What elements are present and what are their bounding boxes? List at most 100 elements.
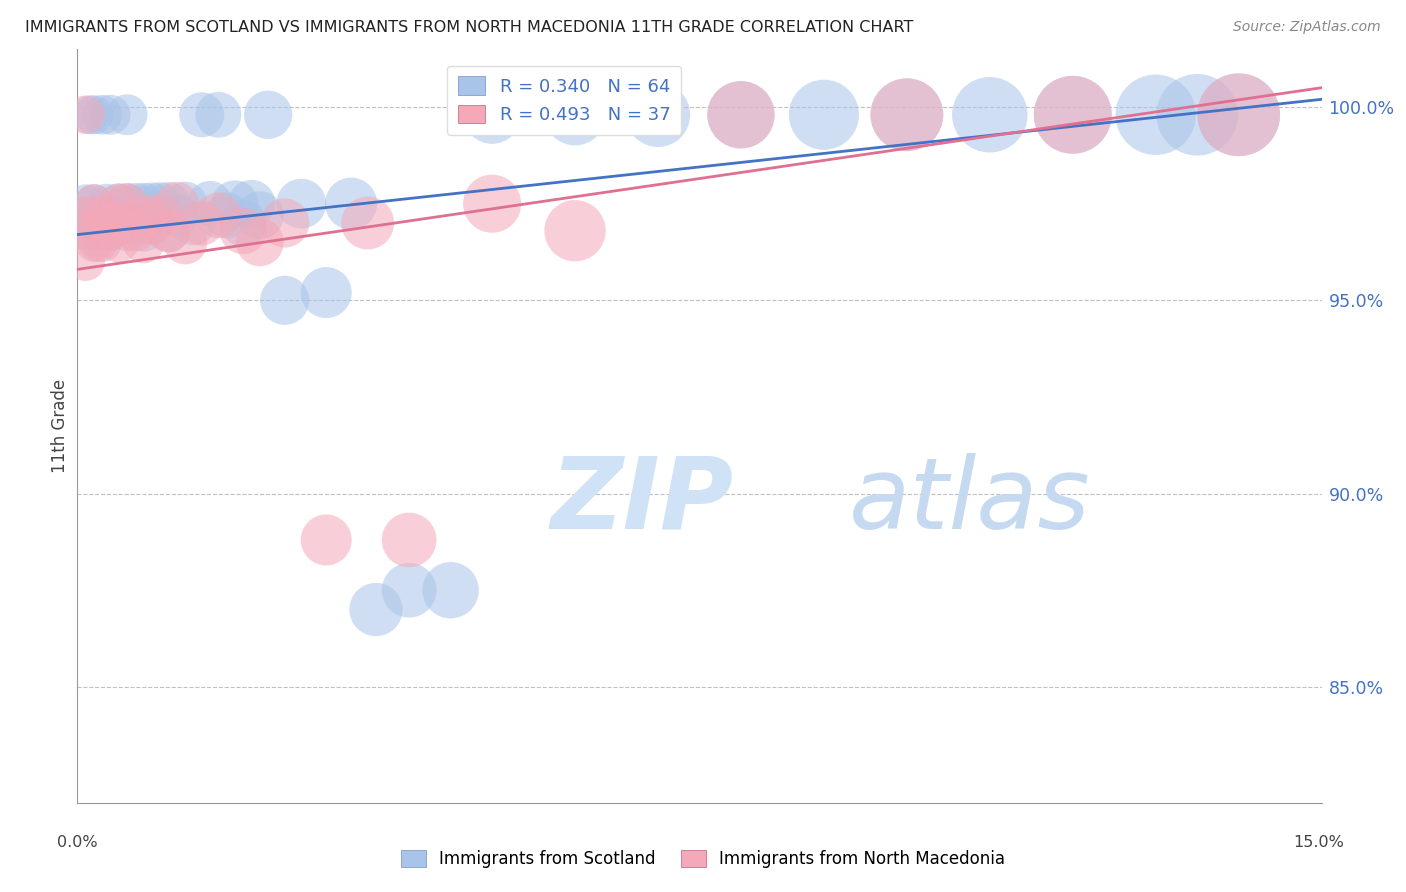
Point [108,196,131,211]
Point [108,216,131,230]
Point [124,224,146,238]
Point [79,224,101,238]
Point [191,216,214,230]
Text: IMMIGRANTS FROM SCOTLAND VS IMMIGRANTS FROM NORTH MACEDONIA 11TH GRADE CORRELATI: IMMIGRANTS FROM SCOTLAND VS IMMIGRANTS F… [25,20,914,35]
Point [207,208,229,222]
Point [149,196,172,211]
Point [440,583,463,598]
Point [79,108,101,122]
Point [157,224,180,238]
Text: 0.0%: 0.0% [58,836,97,850]
Point [141,196,163,211]
Point [1187,108,1209,122]
Point [100,224,122,238]
Point [240,196,263,211]
Point [398,583,420,598]
Point [364,602,387,616]
Point [132,224,155,238]
Point [149,208,172,222]
Point [207,108,229,122]
Point [1062,108,1084,122]
Point [87,235,110,250]
Point [83,196,105,211]
Point [96,196,118,211]
Point [91,208,114,222]
Point [96,216,118,230]
Point [100,216,122,230]
Point [149,208,172,222]
Point [75,216,97,230]
Text: atlas: atlas [849,453,1091,549]
Point [132,235,155,250]
Point [896,108,918,122]
Point [232,216,254,230]
Point [87,224,110,238]
Point [357,216,380,230]
Point [481,196,503,211]
Point [813,108,835,122]
Point [191,108,214,122]
Point [274,216,297,230]
Y-axis label: 11th Grade: 11th Grade [51,379,69,473]
Legend: Immigrants from Scotland, Immigrants from North Macedonia: Immigrants from Scotland, Immigrants fro… [394,843,1012,875]
Point [75,108,97,122]
Point [70,208,93,222]
Point [75,254,97,268]
Point [79,208,101,222]
Text: ZIP: ZIP [550,453,733,549]
Point [115,216,138,230]
Point [108,208,131,222]
Point [730,108,752,122]
Point [249,208,271,222]
Point [249,235,271,250]
Point [183,216,205,230]
Point [124,196,146,211]
Point [115,108,138,122]
Point [141,216,163,230]
Point [91,235,114,250]
Point [315,285,337,300]
Point [166,196,188,211]
Point [315,533,337,547]
Point [83,235,105,250]
Point [198,196,221,211]
Point [398,533,420,547]
Point [1062,108,1084,122]
Point [91,208,114,222]
Point [75,196,97,211]
Text: 15.0%: 15.0% [1294,836,1344,850]
Point [108,235,131,250]
Point [564,108,586,122]
Point [100,108,122,122]
Point [83,208,105,222]
Point [340,196,363,211]
Point [124,208,146,222]
Point [224,196,246,211]
Point [1227,108,1250,122]
Point [896,108,918,122]
Point [91,224,114,238]
Point [174,235,197,250]
Point [157,224,180,238]
Point [70,224,93,238]
Point [1144,108,1167,122]
Point [647,108,669,122]
Point [274,293,297,308]
Point [115,224,138,238]
Point [100,224,122,238]
Point [83,196,105,211]
Point [232,224,254,238]
Point [174,196,197,211]
Point [132,196,155,211]
Legend: R = 0.340   N = 64, R = 0.493   N = 37: R = 0.340 N = 64, R = 0.493 N = 37 [447,66,681,135]
Point [481,108,503,122]
Point [730,108,752,122]
Point [141,216,163,230]
Point [83,108,105,122]
Point [100,208,122,222]
Point [115,196,138,211]
Point [87,216,110,230]
Point [166,208,188,222]
Point [215,208,238,222]
Point [157,196,180,211]
